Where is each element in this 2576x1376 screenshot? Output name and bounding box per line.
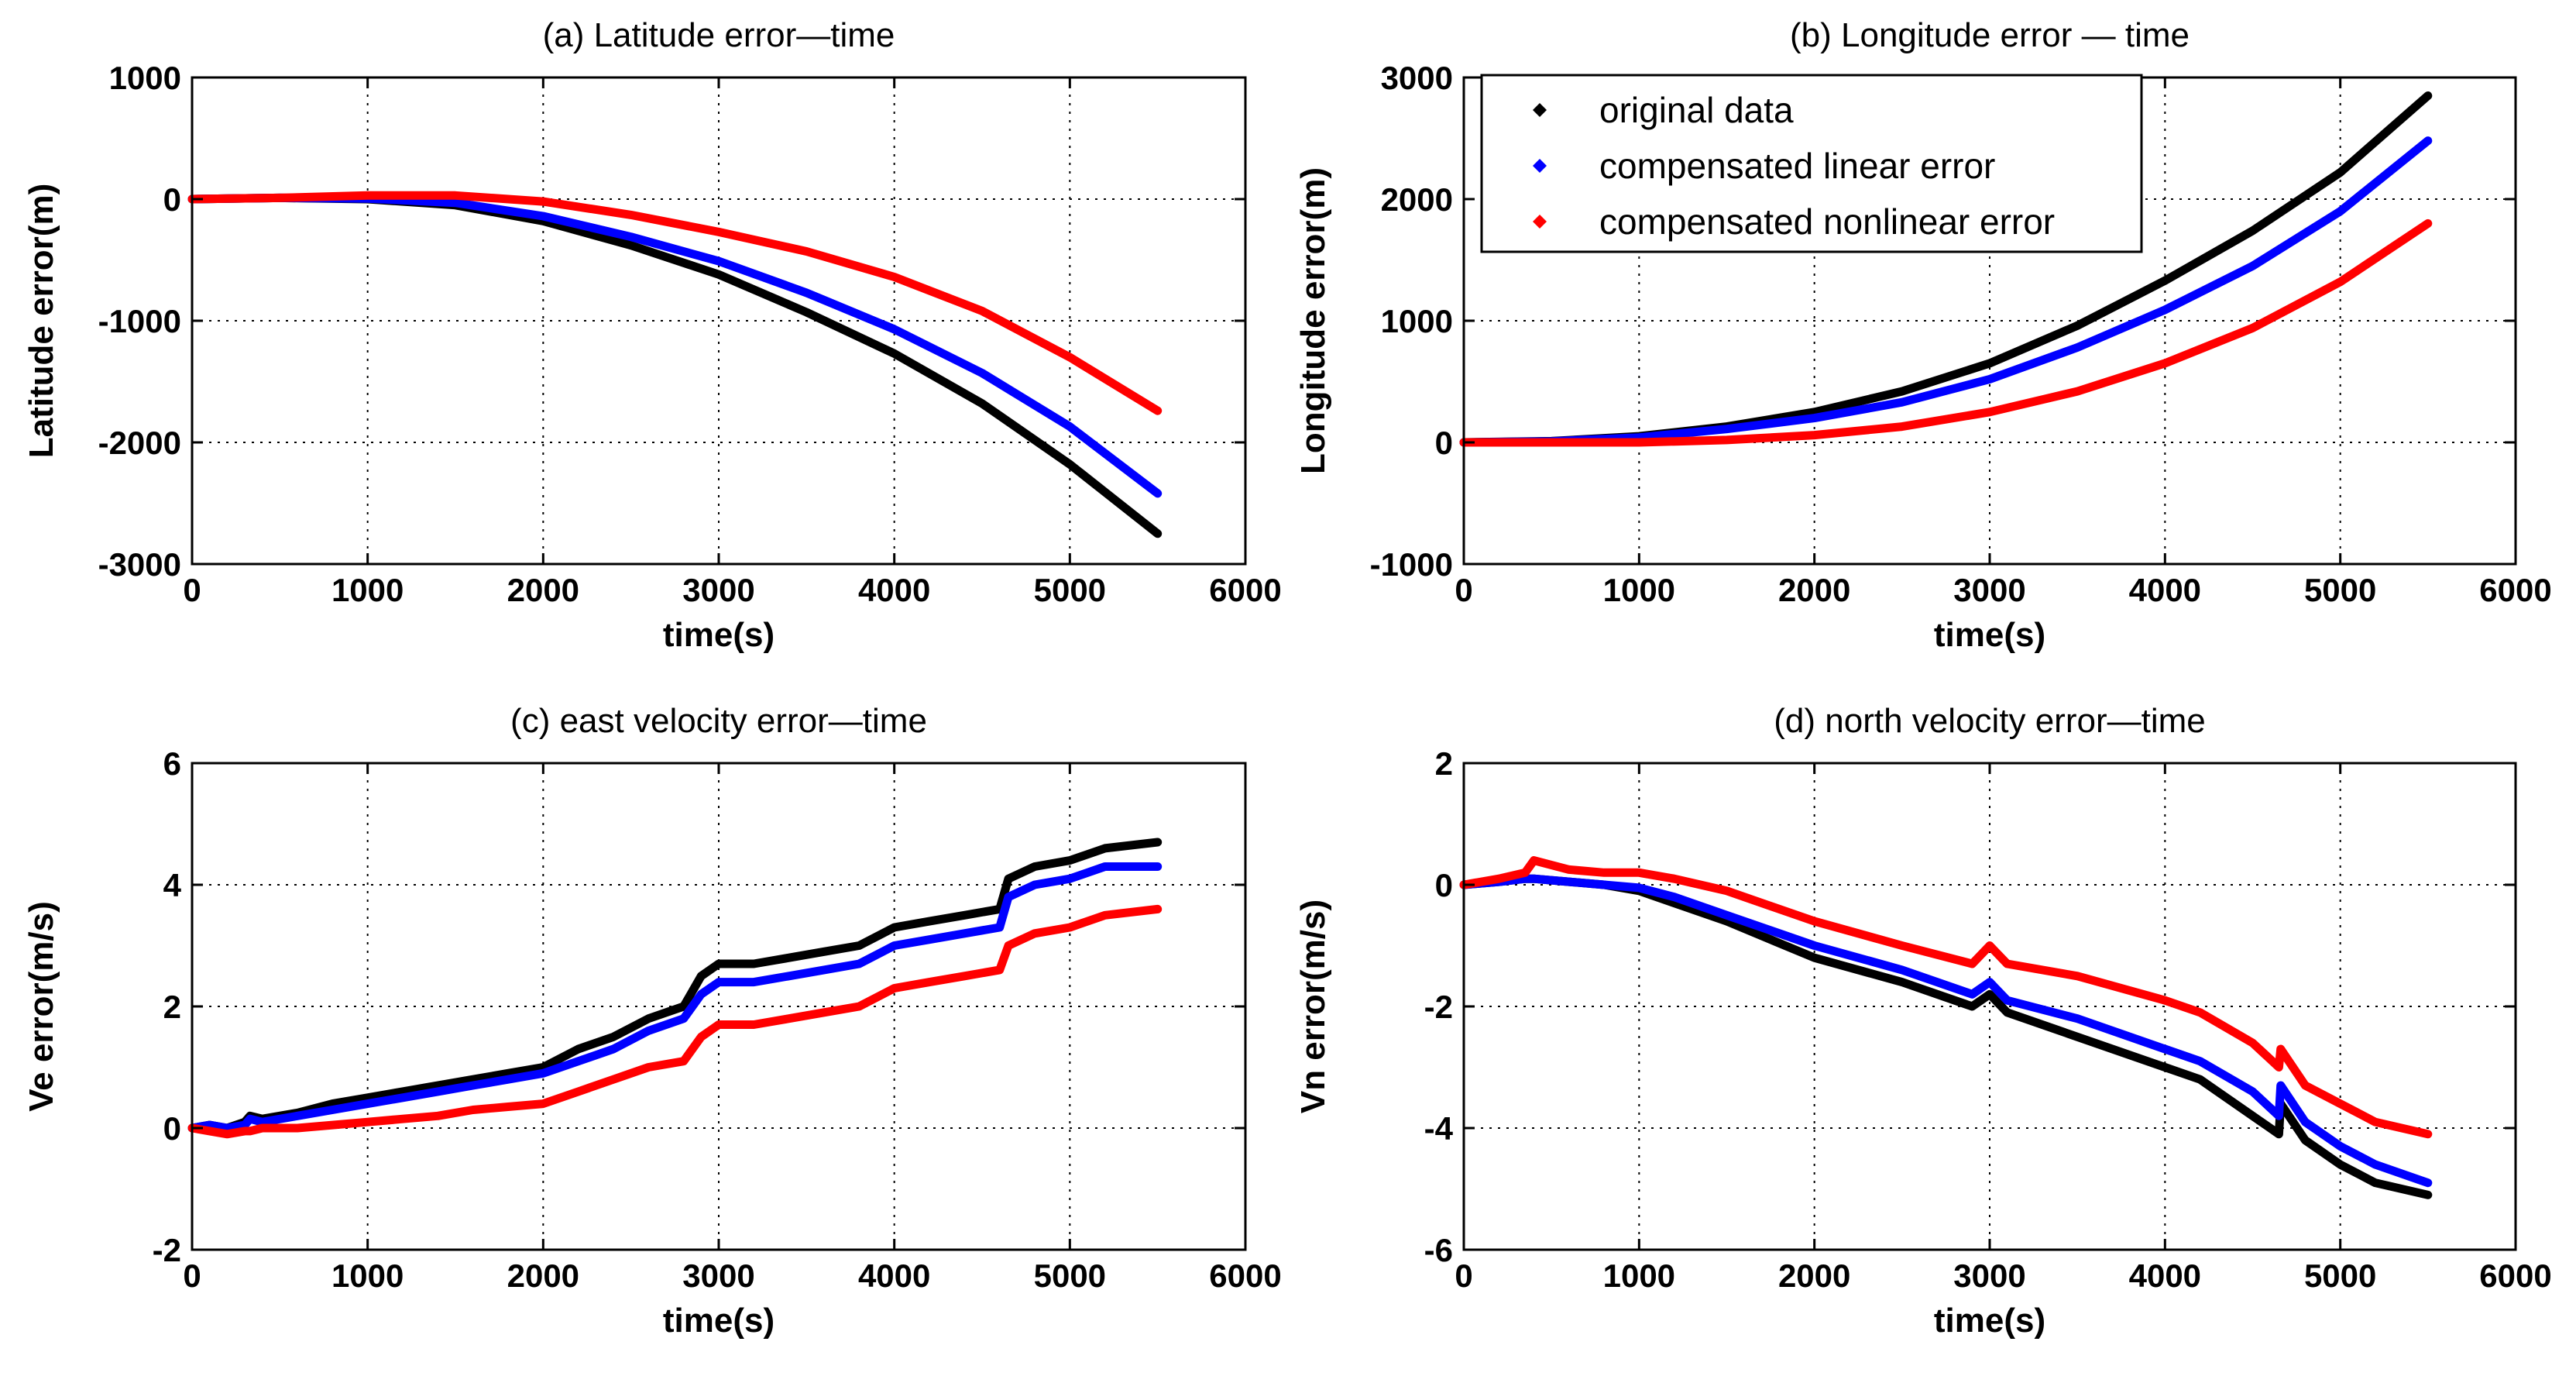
panel-a-ytick-label: 1000 bbox=[109, 60, 181, 96]
panel-d-ytick-label: 2 bbox=[1435, 745, 1453, 782]
panel-a-xlabel: time(s) bbox=[663, 616, 775, 654]
panel-a-grid bbox=[192, 77, 1245, 564]
panel-b-xtick-label: 1000 bbox=[1603, 572, 1675, 608]
panel-b-series-nonlinear bbox=[1459, 218, 2433, 447]
panel-a-series-linear bbox=[187, 193, 1163, 498]
panel-c-ytick-label: 0 bbox=[163, 1110, 181, 1147]
panel-a-xtick-label: 1000 bbox=[331, 572, 404, 608]
panel-d-xtick-label: 0 bbox=[1455, 1257, 1472, 1294]
panel-a-series-nonlinear bbox=[187, 191, 1163, 415]
panel-c-ytick-label: 6 bbox=[163, 745, 181, 782]
panel-b-ytick-label: -1000 bbox=[1370, 546, 1453, 583]
panel-a-xtick-label: 2000 bbox=[507, 572, 579, 608]
panel-c-xtick-label: 4000 bbox=[858, 1257, 930, 1294]
panel-a-ylabel: Latitude error(m) bbox=[22, 184, 60, 458]
panel-c-series-nonlinear bbox=[187, 904, 1163, 1139]
panel-c-xtick-label: 3000 bbox=[682, 1257, 754, 1294]
panel-c-title: (c) east velocity error—time bbox=[510, 702, 927, 740]
panel-c-ytick-label: 4 bbox=[163, 867, 182, 903]
panel-a-xtick-label: 3000 bbox=[682, 572, 754, 608]
legend-marker-nonlinear bbox=[1533, 215, 1547, 229]
panel-c-series-linear bbox=[187, 862, 1163, 1133]
panel-c-xtick-label: 6000 bbox=[1209, 1257, 1281, 1294]
panel-d-north-velocity-error: 0 1000 2000 3000 4000 5000 6000 -6 -4 -2 0 2 (d) nor… bbox=[1294, 702, 2552, 1340]
panel-d-xlabel: time(s) bbox=[1934, 1302, 2045, 1340]
legend-marker-original bbox=[1533, 103, 1547, 117]
panel-c-xtick-label: 0 bbox=[183, 1257, 201, 1294]
panel-b-longitude-error: 0 1000 2000 3000 4000 5000 6000-10000100020003… bbox=[1294, 16, 2552, 654]
panel-a-ytick-label: -2000 bbox=[98, 425, 181, 461]
panel-b-xlabel: time(s) bbox=[1934, 616, 2045, 654]
panel-a-xtick-label: 4000 bbox=[858, 572, 930, 608]
panel-b-ytick-label: 3000 bbox=[1381, 60, 1453, 96]
panel-d-xtick-label: 4000 bbox=[2129, 1257, 2201, 1294]
panel-c-xlabel: time(s) bbox=[663, 1302, 775, 1340]
legend-label-original: original data bbox=[1599, 90, 1794, 130]
legend-marker-linear bbox=[1533, 159, 1547, 173]
panel-b-xtick-label: 5000 bbox=[2304, 572, 2376, 608]
panel-a-ytick-label: 0 bbox=[163, 181, 181, 218]
panel-c-ytick-label: 2 bbox=[163, 989, 181, 1025]
legend-label-nonlinear: compensated nonlinear error bbox=[1599, 201, 2055, 242]
panel-c-ytick-label: -2 bbox=[153, 1232, 181, 1268]
panel-a-xtick-label: 6000 bbox=[1209, 572, 1281, 608]
panel-d-ytick-label: -6 bbox=[1424, 1232, 1453, 1268]
panel-b-ytick-label: 1000 bbox=[1381, 303, 1453, 339]
panel-a-ytick-label: -3000 bbox=[98, 546, 181, 583]
panel-a-latitude-error: 0 1000 2000 3000 4000 5000 6000 -3000 -2000 -1000… bbox=[22, 16, 1282, 654]
panel-c-grid bbox=[192, 763, 1245, 1250]
panel-d-series-original bbox=[1459, 874, 2433, 1199]
legend-box bbox=[1480, 74, 2143, 253]
panel-b-xtick-label: 2000 bbox=[1778, 572, 1850, 608]
panel-a-xtick-label: 0 bbox=[183, 572, 201, 608]
panel-c-xtick-label: 5000 bbox=[1034, 1257, 1106, 1294]
panel-d-xtick-label: 5000 bbox=[2304, 1257, 2376, 1294]
panel-d-title: (d) north velocity error—time bbox=[1774, 702, 2205, 740]
panel-d-ytick-label: -4 bbox=[1424, 1110, 1454, 1147]
panel-d-series-nonlinear bbox=[1459, 856, 2433, 1139]
panel-b-ylabel: Longitude error(m) bbox=[1294, 167, 1332, 474]
panel-c-xtick-label: 2000 bbox=[507, 1257, 579, 1294]
panel-d-xtick-label: 3000 bbox=[1953, 1257, 2025, 1294]
panel-b-ytick-label: 2000 bbox=[1381, 181, 1453, 218]
panel-b-legend: original data compensated linear error com… bbox=[1480, 74, 2143, 253]
panel-d-xtick-label: 6000 bbox=[2479, 1257, 2551, 1294]
panel-c-xtick-label: 1000 bbox=[331, 1257, 404, 1294]
panel-a-xtick-label: 5000 bbox=[1034, 572, 1106, 608]
panel-c-ylabel: Ve error(m/s) bbox=[22, 901, 60, 1111]
panel-d-ytick-label: -2 bbox=[1424, 989, 1453, 1025]
panel-b-xtick-label: 4000 bbox=[2129, 572, 2201, 608]
panel-b-title: (b) Longitude error — time bbox=[1790, 16, 2190, 54]
panel-d-series-linear bbox=[1459, 874, 2433, 1188]
panel-b-xtick-label: 3000 bbox=[1953, 572, 2025, 608]
panel-b-xtick-label: 6000 bbox=[2479, 572, 2551, 608]
panel-d-ytick-label: 0 bbox=[1435, 867, 1453, 903]
panel-b-ytick-label: 0 bbox=[1435, 425, 1453, 461]
panel-a-title: (a) Latitude error—time bbox=[543, 16, 895, 54]
panel-d-ylabel: Vn error(m/s) bbox=[1294, 900, 1332, 1113]
panel-d-xtick-label: 1000 bbox=[1603, 1257, 1675, 1294]
panel-d-xtick-label: 2000 bbox=[1778, 1257, 1850, 1294]
panel-b-xtick-label: 0 bbox=[1455, 572, 1472, 608]
panel-a-ytick-label: -1000 bbox=[98, 303, 181, 339]
legend-label-linear: compensated linear error bbox=[1599, 146, 1995, 186]
